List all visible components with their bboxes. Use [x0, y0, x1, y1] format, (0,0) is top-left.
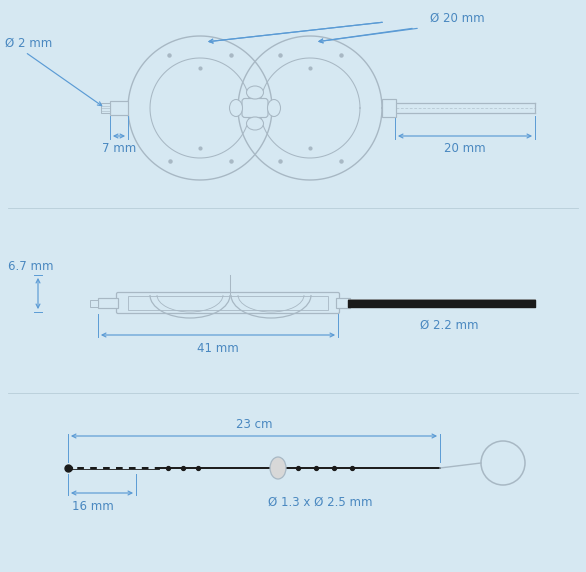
Bar — [128, 296, 328, 310]
Ellipse shape — [270, 457, 286, 479]
Bar — [382, 99, 396, 117]
FancyBboxPatch shape — [242, 98, 268, 117]
Ellipse shape — [267, 100, 281, 117]
Bar — [90, 300, 98, 307]
Ellipse shape — [247, 86, 264, 99]
Text: 16 mm: 16 mm — [72, 499, 114, 513]
Text: Ø 2.2 mm: Ø 2.2 mm — [420, 319, 479, 332]
Bar — [336, 298, 350, 308]
Text: 41 mm: 41 mm — [197, 341, 239, 355]
Text: 7 mm: 7 mm — [102, 142, 136, 156]
Bar — [101, 103, 110, 113]
Bar — [98, 298, 118, 308]
Bar — [110, 101, 128, 115]
FancyBboxPatch shape — [117, 292, 339, 313]
Text: 20 mm: 20 mm — [444, 142, 486, 156]
Text: 6.7 mm: 6.7 mm — [8, 260, 53, 272]
Text: Ø 20 mm: Ø 20 mm — [430, 11, 485, 25]
Text: 23 cm: 23 cm — [236, 419, 272, 431]
Text: Ø 1.3 x Ø 2.5 mm: Ø 1.3 x Ø 2.5 mm — [268, 495, 373, 509]
Ellipse shape — [247, 117, 264, 130]
Text: Ø 2 mm: Ø 2 mm — [5, 37, 52, 50]
Ellipse shape — [230, 100, 243, 117]
